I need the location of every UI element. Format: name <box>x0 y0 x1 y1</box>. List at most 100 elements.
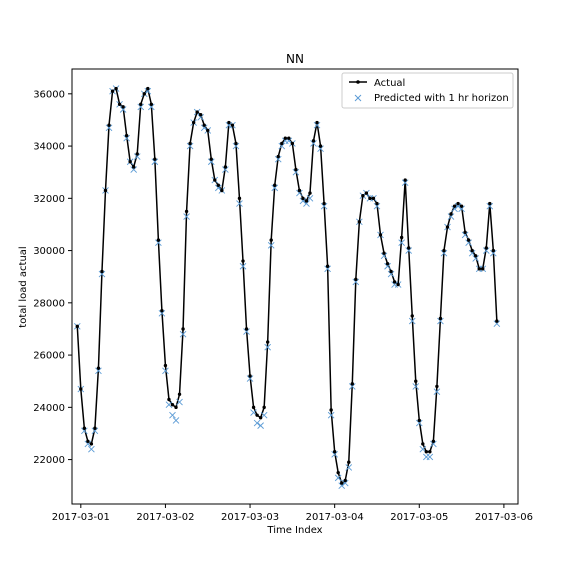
predicted-point <box>207 158 215 166</box>
x-tick-label: 2017-03-03 <box>221 512 279 523</box>
actual-point <box>332 450 337 454</box>
actual-point <box>364 191 369 195</box>
actual-point <box>385 261 390 266</box>
predicted-point <box>412 383 420 390</box>
predicted-point <box>271 184 279 192</box>
actual-point <box>495 319 499 323</box>
actual-point <box>421 442 425 446</box>
predicted-point <box>98 270 106 278</box>
actual-point <box>283 136 287 140</box>
legend-actual-marker <box>356 80 360 84</box>
predicted-point <box>292 168 300 176</box>
actual-point <box>410 314 414 318</box>
actual-point <box>146 86 150 91</box>
predicted-point <box>408 317 416 325</box>
predicted-point <box>296 189 303 197</box>
predicted-point <box>338 482 346 490</box>
actual-point <box>103 188 108 193</box>
actual-point <box>213 178 217 182</box>
actual-point <box>139 102 143 106</box>
predicted-point <box>169 411 176 419</box>
predicted-point <box>472 255 480 262</box>
predicted-point <box>415 419 423 427</box>
actual-point <box>82 426 87 430</box>
actual-point <box>100 269 104 274</box>
actual-point <box>484 246 488 250</box>
actual-point <box>269 238 273 242</box>
predicted-point <box>352 278 360 286</box>
predicted-point <box>405 247 413 254</box>
predicted-point <box>433 388 441 395</box>
predicted-point <box>380 252 388 260</box>
actual-point <box>177 392 182 396</box>
actual-point <box>396 282 400 287</box>
actual-point <box>174 405 178 410</box>
actual-point <box>382 251 386 255</box>
predicted-point <box>274 155 282 163</box>
predicted-point <box>310 140 317 147</box>
predicted-point <box>165 401 173 409</box>
actual-point <box>350 382 354 386</box>
actual-point <box>481 267 485 271</box>
predicted-point <box>257 422 264 429</box>
predicted-point <box>384 262 391 270</box>
chart-title: NN <box>286 52 304 66</box>
actual-point <box>375 201 379 206</box>
predicted-point <box>482 247 490 254</box>
actual-point <box>255 413 259 417</box>
actual-point <box>198 113 203 117</box>
actual-point <box>188 141 192 146</box>
actual-point <box>89 442 94 446</box>
actual-point <box>75 324 79 329</box>
y-axis-label: total load actual <box>18 246 29 327</box>
y-tick-label: 28000 <box>33 298 65 309</box>
predicted-point <box>320 202 328 210</box>
x-tick-label: 2017-03-04 <box>306 512 364 523</box>
axes-frame <box>71 68 519 505</box>
actual-point <box>163 363 168 368</box>
predicted-point <box>119 106 127 113</box>
actual-point <box>318 144 323 148</box>
actual-point <box>258 416 263 420</box>
actual-point <box>445 225 450 229</box>
predicted-point <box>137 103 145 111</box>
predicted-point <box>313 121 321 129</box>
predicted-point <box>398 239 405 247</box>
actual-point <box>276 154 280 159</box>
actual-point <box>466 238 471 242</box>
predicted-point <box>341 479 349 487</box>
predicted-point <box>183 213 190 220</box>
actual-point <box>156 238 161 242</box>
actual-point <box>195 110 199 114</box>
actual-point <box>477 267 481 271</box>
y-tick-label: 30000 <box>33 246 65 257</box>
actual-point <box>414 379 418 383</box>
actual-point <box>241 259 245 263</box>
actual-point <box>340 481 344 485</box>
predicted-point <box>401 179 409 186</box>
predicted-point <box>490 249 497 257</box>
predicted-point <box>239 262 247 270</box>
predicted-point <box>486 202 494 210</box>
actual-point <box>473 254 478 258</box>
actual-point <box>354 277 358 282</box>
actual-point <box>265 340 270 344</box>
actual-point <box>424 450 429 454</box>
actual-point <box>149 102 154 106</box>
y-tick-label: 32000 <box>33 194 65 205</box>
predicted-point <box>264 343 271 351</box>
predicted-point <box>186 142 194 150</box>
x-tick-label: 2017-03-05 <box>390 512 448 523</box>
actual-point <box>463 230 467 234</box>
actual-point <box>456 201 460 206</box>
predicted-point <box>451 205 458 213</box>
actual-point <box>223 165 228 169</box>
actual-point <box>153 157 157 161</box>
actual-point <box>336 470 340 475</box>
actual-point <box>311 139 316 143</box>
predicted-point <box>243 328 250 335</box>
actual-point <box>93 426 97 430</box>
predicted-point <box>437 317 444 325</box>
actual-point <box>357 220 362 224</box>
actual-point <box>459 204 464 208</box>
